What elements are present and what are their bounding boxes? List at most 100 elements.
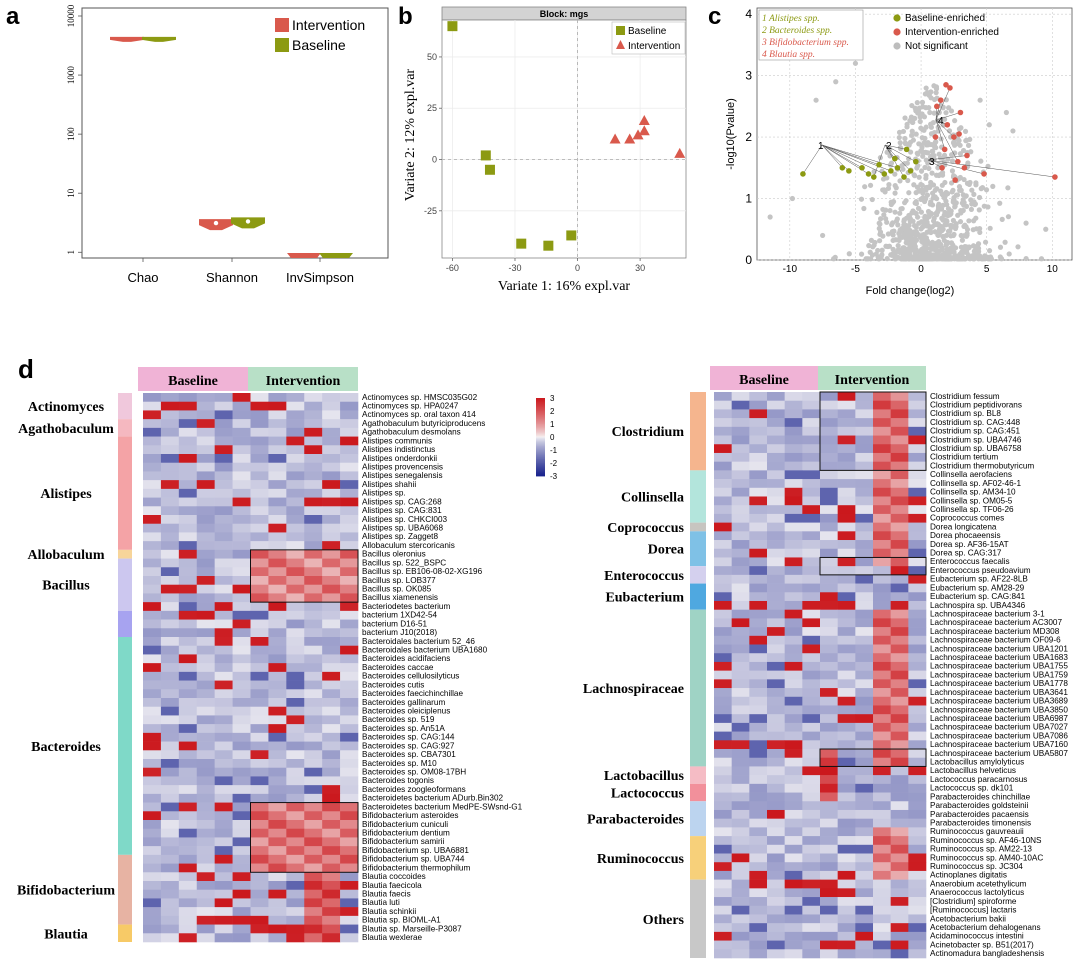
heatmap-cell xyxy=(232,410,251,420)
heatmap-cell xyxy=(749,635,768,645)
heatmap-cell xyxy=(340,846,359,856)
heatmap-cell xyxy=(890,618,909,628)
heatmap-cell xyxy=(286,802,305,812)
point-not-significant xyxy=(968,206,975,212)
point-not-significant xyxy=(938,188,944,194)
heatmap-cell xyxy=(250,750,269,760)
heatmap-cell xyxy=(214,767,233,777)
point-not-significant xyxy=(903,236,909,242)
heatmap-cell xyxy=(304,933,323,943)
point-not-significant xyxy=(935,209,941,215)
point-not-significant xyxy=(888,201,894,208)
heatmap-cell xyxy=(160,698,180,708)
point-not-significant xyxy=(990,183,996,189)
point-not-significant xyxy=(933,90,939,96)
panel-c-annotation-frame xyxy=(758,9,864,61)
heatmap-cell xyxy=(178,802,198,812)
heatmap-cell xyxy=(714,914,732,924)
heatmap-cell xyxy=(820,522,838,532)
heatmap-cell xyxy=(214,393,233,403)
heatmap-cell xyxy=(908,609,927,619)
row-label-bifidobacterium-sp-uba6881: Bifidobacterium sp. UBA6881 xyxy=(362,846,469,855)
row-label-agathobaculum-butyriciproducens: Agathobaculum butyriciproducens xyxy=(362,419,485,428)
heatmap-cell xyxy=(304,419,323,429)
heatmap-cell xyxy=(160,436,180,446)
heatmap-cell xyxy=(714,418,732,428)
heatmap-cell xyxy=(731,452,750,462)
x-tick-label: -5 xyxy=(851,264,860,275)
heatmap-cell xyxy=(268,645,287,655)
heatmap-cell xyxy=(908,792,927,802)
heatmap-cell xyxy=(855,400,874,410)
heatmap-cell xyxy=(837,827,856,837)
heatmap-cell xyxy=(340,506,359,516)
heatmap-cell xyxy=(304,776,323,786)
heatmap-cell xyxy=(855,435,874,445)
heatmap-cell xyxy=(714,766,732,776)
heatmap-cell xyxy=(731,479,750,489)
heatmap-cell xyxy=(908,949,927,959)
heatmap-cell xyxy=(731,661,750,671)
colorbar-segment xyxy=(536,399,545,401)
colorbar-tick-label: 2 xyxy=(550,407,555,416)
heatmap-cell xyxy=(767,583,785,593)
genus-bar-parabacteroides xyxy=(690,801,706,837)
point-not-significant xyxy=(983,187,990,193)
heatmap-cell xyxy=(304,532,323,542)
heatmap-cell xyxy=(714,897,732,907)
heatmap-cell xyxy=(820,836,838,846)
heatmap-cell xyxy=(890,722,909,732)
heatmap-cell xyxy=(820,409,838,419)
point-not-significant xyxy=(998,256,1005,262)
heatmap-cell xyxy=(784,722,803,732)
heatmap-cell xyxy=(322,549,341,559)
point-not-significant xyxy=(951,195,957,201)
heatmap-cell xyxy=(837,496,856,506)
heatmap-cell xyxy=(160,558,180,568)
point-not-significant xyxy=(906,229,912,235)
y-tick-label: 2 xyxy=(745,130,752,144)
heatmap-cell xyxy=(340,820,359,830)
heatmap-cell xyxy=(908,731,927,741)
heatmap-cell xyxy=(232,767,251,777)
heatmap-cell xyxy=(749,566,768,576)
heatmap-cell xyxy=(837,661,856,671)
point-not-significant xyxy=(833,79,839,85)
point-not-significant xyxy=(929,148,935,154)
row-label-lachnospiraceae-bacterium-uba3850: Lachnospiraceae bacterium UBA3850 xyxy=(930,705,1068,714)
heatmap-cell xyxy=(160,820,180,830)
point-not-significant xyxy=(894,216,900,222)
heatmap-cell xyxy=(250,698,269,708)
point-not-significant xyxy=(952,225,959,232)
heatmap-cell xyxy=(714,740,732,750)
callout-line-3 xyxy=(927,159,985,175)
heatmap-cell xyxy=(767,792,785,802)
heatmap-cell xyxy=(178,680,198,690)
point-not-significant xyxy=(866,243,872,249)
heatmap-cell xyxy=(322,889,341,899)
colorbar-segment xyxy=(536,414,545,417)
heatmap-cell xyxy=(784,783,803,793)
heatmap-cell xyxy=(214,889,233,899)
point-not-significant xyxy=(957,187,963,193)
colorbar-segment xyxy=(536,430,545,433)
point-not-significant xyxy=(963,138,969,144)
point-not-significant xyxy=(916,174,922,180)
heatmap-cell xyxy=(873,461,891,471)
heatmap-cell xyxy=(873,827,891,837)
heatmap-cell xyxy=(767,426,785,436)
heatmap-cell xyxy=(286,889,305,899)
heatmap-cell xyxy=(143,506,162,516)
heatmap-cell xyxy=(268,767,287,777)
point-baseline-enriched xyxy=(894,165,901,171)
heatmap-cell xyxy=(304,802,323,812)
heatmap-cell xyxy=(268,706,287,716)
colorbar-segment xyxy=(536,400,545,403)
heatmap-cell xyxy=(873,783,891,793)
heatmap-cell xyxy=(322,488,341,498)
heatmap-cell xyxy=(767,418,785,428)
x-tick-label: 5 xyxy=(984,264,990,275)
row-label-alistipes-sp-cag-268: Alistipes sp. CAG:268 xyxy=(362,497,442,506)
heatmap-cell xyxy=(322,645,341,655)
heatmap-cell xyxy=(178,427,198,437)
